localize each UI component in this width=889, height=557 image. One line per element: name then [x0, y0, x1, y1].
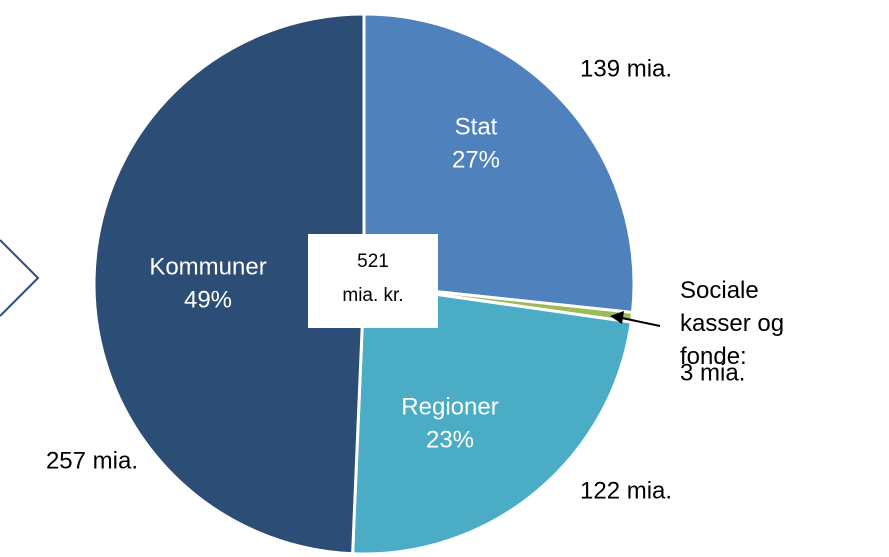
- value-label: 139 mia.: [580, 55, 672, 82]
- slice: [351, 282, 633, 556]
- slice: [92, 12, 366, 556]
- category-label: Kommuner: [149, 253, 266, 280]
- category-label: Sociale kasser og fonde:: [680, 277, 785, 370]
- pointer-head: [610, 311, 624, 324]
- total-unit: mia. kr.: [342, 285, 403, 306]
- total: 521: [357, 251, 389, 272]
- center-box: [308, 234, 438, 328]
- category-label: Stat: [455, 113, 498, 140]
- chevron: [0, 239, 40, 317]
- percent-label: 23%: [426, 426, 474, 453]
- value-label: 257 mia.: [46, 447, 138, 474]
- percent-label: 27%: [452, 146, 500, 173]
- value-label: 3 mia.: [680, 359, 745, 386]
- percent-label: 49%: [184, 286, 232, 313]
- slices: [92, 12, 636, 556]
- value-label: 122 mia.: [580, 477, 672, 504]
- category-label: Regioner: [401, 393, 498, 420]
- pointer-line: [621, 317, 661, 327]
